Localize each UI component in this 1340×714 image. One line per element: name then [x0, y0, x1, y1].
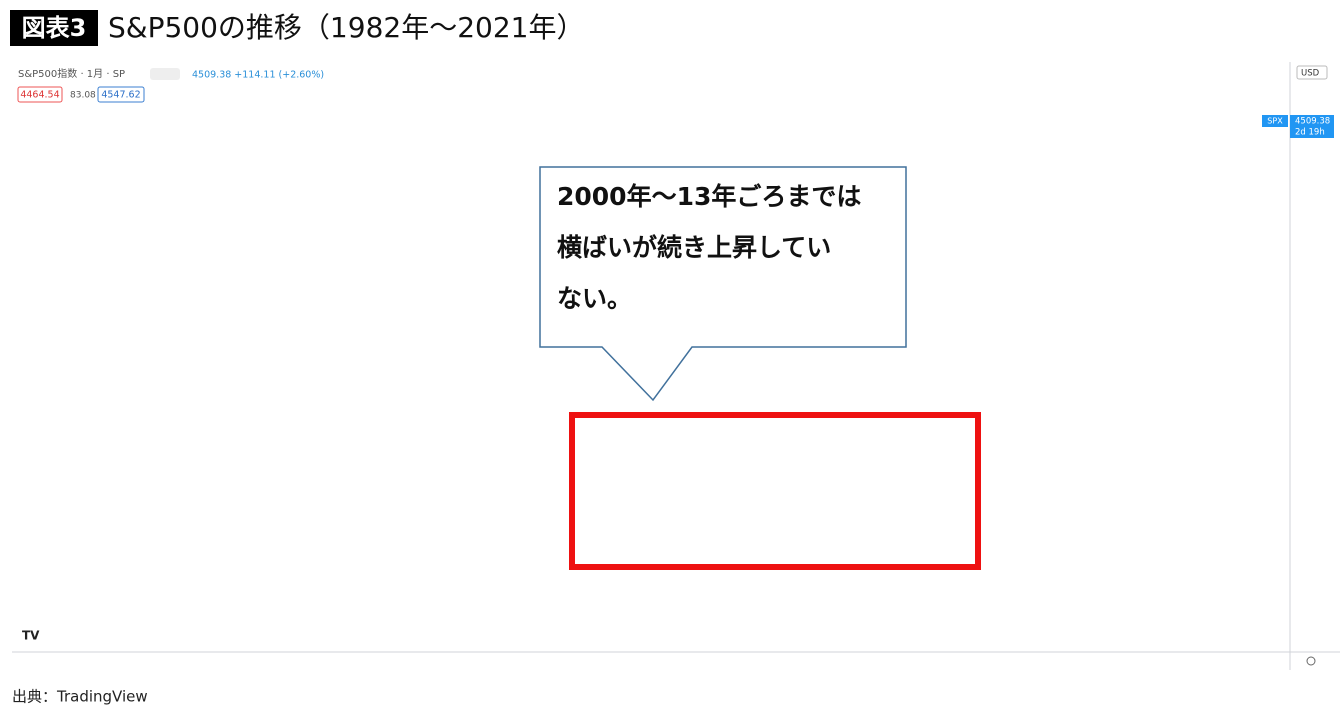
title: S&P500の推移（1982年〜2021年） [108, 11, 584, 44]
callout [539, 166, 907, 402]
price-tag-box [1290, 115, 1334, 138]
annotation-line: 横ばいが続き上昇してい [557, 233, 831, 262]
price-tag: 4509.38 [1295, 117, 1330, 127]
highlight-box [569, 412, 981, 570]
annotation-line: ない。 [557, 284, 632, 313]
logo: TV [22, 629, 40, 643]
ask-box [97, 86, 145, 103]
badge: 図表3 [22, 14, 87, 42]
ask: 4547.62 [101, 90, 140, 101]
annotation-line: 2000年〜13年ごろまでは [557, 182, 861, 211]
bid: 4464.54 [20, 90, 59, 101]
toggle[interactable] [150, 68, 180, 80]
legend-symbol: S&P500指数 · 1月 · SP [18, 67, 125, 80]
bid-box [17, 86, 63, 103]
symbol-tag: SPX [1267, 117, 1283, 126]
currency: USD [1301, 69, 1320, 79]
currency-box[interactable] [1296, 65, 1328, 80]
spread: 83.08 [70, 91, 96, 101]
source: 出典：TradingView [12, 688, 148, 706]
badge-box [10, 10, 98, 46]
symbol-tag-box [1262, 115, 1288, 127]
countdown: 2d 19h [1295, 128, 1325, 138]
settings-icon[interactable] [1306, 656, 1316, 666]
legend-quote: 4509.38 +114.11 (+2.60%) [192, 70, 324, 81]
